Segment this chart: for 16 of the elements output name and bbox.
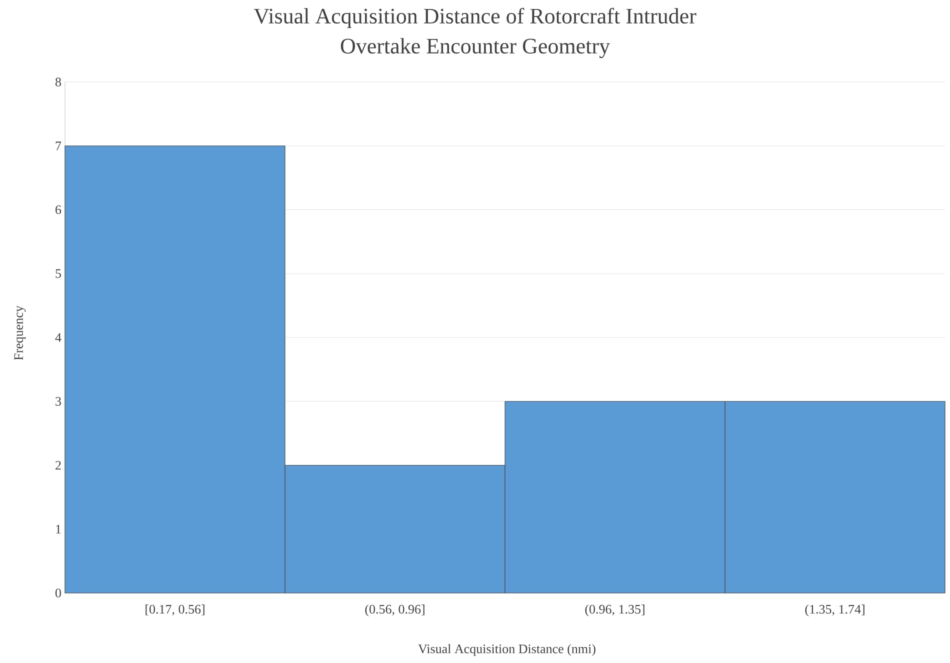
y-axis-title: Frequency: [14, 306, 26, 360]
chart-title: Visual Acquisition Distance of Rotorcraft Intruder Overtake Encounter Geometry: [254, 8, 696, 58]
y-tick-label: 2: [56, 460, 61, 470]
x-tick-label: (0.96, 1.35]: [585, 604, 644, 616]
x-tick-label: (1.35, 1.74]: [805, 604, 864, 616]
y-tick-label: 7: [56, 142, 62, 150]
y-tick-label: 3: [56, 397, 61, 406]
y-tick-label: 8: [55, 78, 61, 86]
y-tick-label: 1: [56, 524, 61, 534]
y-tick-label: 5: [56, 269, 61, 278]
x-axis-title: Visual Acquisition Distance (nmi): [418, 644, 596, 656]
y-tick-label: 6: [56, 205, 62, 214]
x-tick-label: [0.17, 0.56]: [146, 604, 204, 616]
y-tick-label: 0: [55, 588, 61, 598]
y-tick-label: 4: [55, 333, 62, 342]
x-tick-label: (0.56, 0.96]: [365, 604, 424, 616]
